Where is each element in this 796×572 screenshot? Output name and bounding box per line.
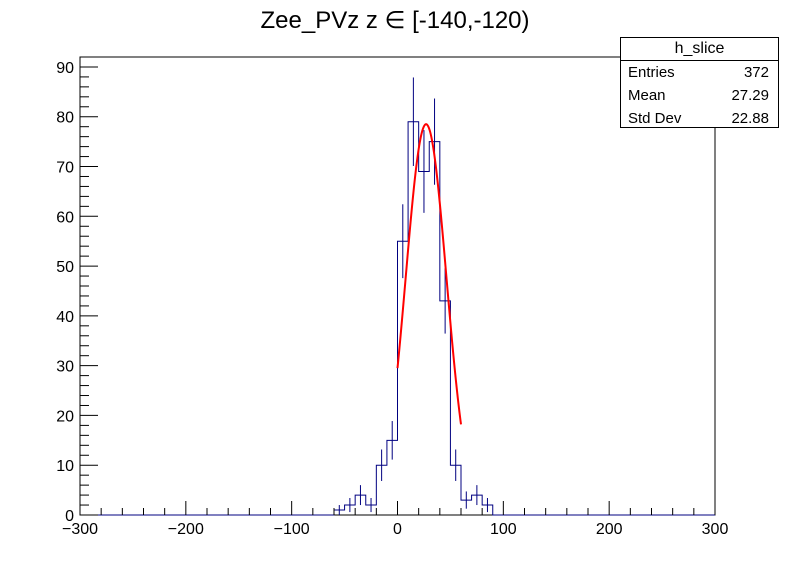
x-tick-label: 200 [596, 521, 623, 538]
stats-title: h_slice [621, 38, 778, 61]
histogram-outline [80, 121, 715, 516]
stats-row-stddev: Std Dev 22.88 [621, 107, 778, 130]
x-tick-label: −100 [274, 521, 310, 538]
x-tick-label: 100 [490, 521, 517, 538]
x-tick-label: −200 [168, 521, 204, 538]
y-tick-label: 50 [56, 259, 74, 276]
y-tick-label: 20 [56, 408, 74, 425]
y-tick-label: 40 [56, 309, 74, 326]
x-tick-label: 300 [702, 521, 729, 538]
stats-stddev-label: Std Dev [628, 110, 682, 127]
y-tick-label: 30 [56, 359, 74, 376]
chart-title: Zee_PVz z ∈ [-140,-120) [260, 7, 529, 34]
gaussian-fit-curve [396, 123, 462, 425]
y-tick-label: 0 [65, 508, 74, 525]
stats-mean-label: Mean [628, 87, 666, 104]
y-tick-label: 60 [56, 209, 74, 226]
y-tick-label: 10 [56, 458, 74, 475]
stats-box: h_slice Entries 372 Mean 27.29 Std Dev 2… [620, 37, 779, 128]
stats-mean-value: 27.29 [731, 87, 769, 104]
y-tick-label: 90 [56, 60, 74, 77]
stats-stddev-value: 22.88 [731, 110, 769, 127]
y-tick-label: 70 [56, 160, 74, 177]
stats-entries-value: 372 [743, 64, 769, 81]
x-tick-label: −300 [62, 521, 98, 538]
stats-row-entries: Entries 372 [621, 61, 778, 84]
y-tick-label: 80 [56, 110, 74, 127]
x-tick-label: 0 [393, 521, 402, 538]
stats-entries-label: Entries [628, 64, 675, 81]
stats-row-mean: Mean 27.29 [621, 84, 778, 107]
